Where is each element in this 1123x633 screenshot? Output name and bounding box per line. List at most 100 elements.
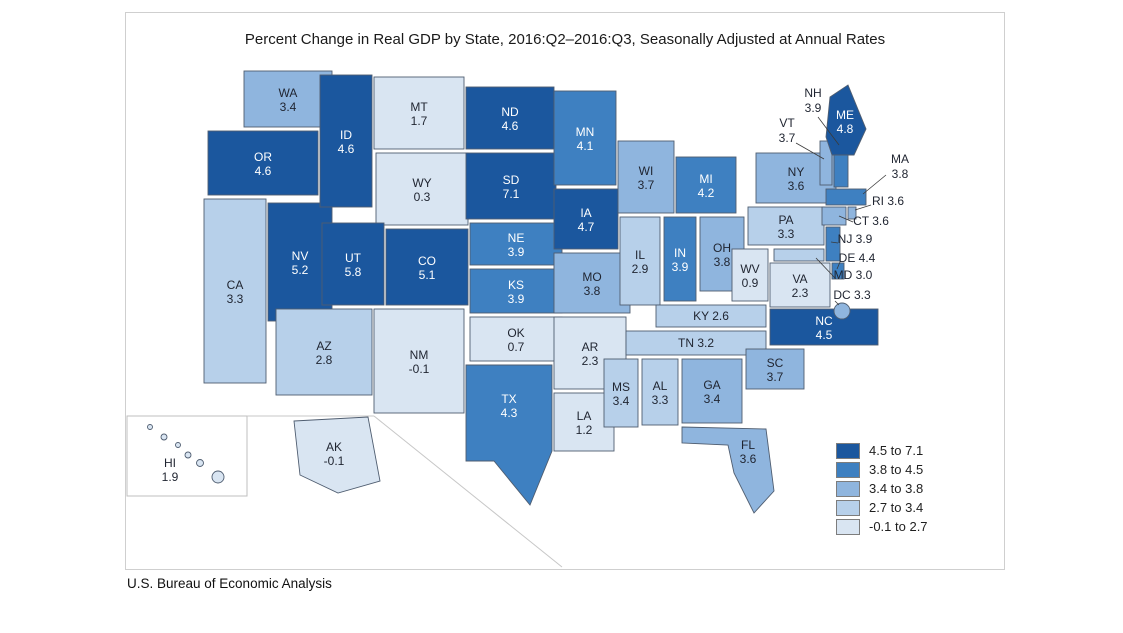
state-vt-callout-line xyxy=(795,142,825,160)
state-mn xyxy=(553,90,617,186)
state-me-label: 4.8 xyxy=(837,122,854,136)
chart-title: Percent Change in Real GDP by State, 201… xyxy=(244,31,886,48)
state-az-label: AZ xyxy=(316,339,331,353)
state-ma xyxy=(825,188,867,206)
state-nh-label: 3.9 xyxy=(805,101,822,115)
state-ne-label: NE xyxy=(508,231,525,245)
state-nc xyxy=(769,308,879,346)
state-nh-callout-line xyxy=(817,116,840,146)
state-fl xyxy=(681,426,775,514)
state-oh-label: OH xyxy=(713,241,731,255)
state-hi xyxy=(147,424,153,430)
state-ri-label: RI 3.6 xyxy=(872,194,904,208)
state-id-label: 4.6 xyxy=(338,142,355,156)
state-va-label: 2.3 xyxy=(792,286,809,300)
state-ia-label: IA xyxy=(580,206,591,220)
state-nc-label: 4.5 xyxy=(816,328,833,342)
state-ca xyxy=(203,198,267,384)
state-md xyxy=(773,248,825,262)
legend-label: 4.5 to 7.1 xyxy=(869,443,924,458)
state-or-label: OR xyxy=(254,150,272,164)
state-ia-label: 4.7 xyxy=(578,220,595,234)
state-sd-label: SD xyxy=(503,173,520,187)
state-tn-label: TN 3.2 xyxy=(678,336,714,350)
state-mt-label: MT xyxy=(410,100,428,114)
state-fl-label: FL xyxy=(741,438,755,452)
legend-swatch-medium-blue xyxy=(836,461,860,478)
state-co-label: CO xyxy=(418,254,436,268)
state-hi xyxy=(211,470,225,484)
state-ga-label: GA xyxy=(703,378,720,392)
state-wv xyxy=(731,248,769,302)
chart-panel: Percent Change in Real GDP by State, 201… xyxy=(125,12,1005,570)
state-ms xyxy=(603,358,639,428)
state-nj xyxy=(825,226,841,262)
state-in xyxy=(663,216,697,302)
state-wy-label: WY xyxy=(412,176,431,190)
state-ri xyxy=(847,206,857,220)
inset-divider-diagonal xyxy=(373,415,563,568)
state-hi xyxy=(160,433,168,441)
state-pa-label: PA xyxy=(778,213,793,227)
state-ms-label: 3.4 xyxy=(613,394,630,408)
state-in-label: 3.9 xyxy=(672,260,689,274)
state-nm xyxy=(373,308,465,414)
state-ma-label: 3.8 xyxy=(892,167,909,181)
state-nd-label: 4.6 xyxy=(502,119,519,133)
state-mi-label: 4.2 xyxy=(698,186,715,200)
state-wa-label: 3.4 xyxy=(280,100,297,114)
state-fl-label: 3.6 xyxy=(740,452,757,466)
state-md-callout-line xyxy=(815,257,836,279)
state-nm-label: -0.1 xyxy=(409,362,430,376)
state-md-label: MD 3.0 xyxy=(834,268,873,282)
state-tx-label: TX xyxy=(501,392,516,406)
state-de-label: DE 4.4 xyxy=(839,251,876,265)
state-labels-layer: WA3.4OR4.6CA3.3NV5.2ID4.6MT1.7WY0.3UT5.8… xyxy=(162,86,909,484)
state-nj-label: NJ 3.9 xyxy=(838,232,873,246)
state-ks-label: KS xyxy=(508,278,524,292)
state-ky-label: KY 2.6 xyxy=(693,309,729,323)
legend-item: 3.4 to 3.8 xyxy=(836,479,928,498)
state-va-label: VA xyxy=(792,272,807,286)
state-il xyxy=(619,216,661,306)
state-in-label: IN xyxy=(674,246,686,260)
state-wy-label: 0.3 xyxy=(414,190,431,204)
state-wy xyxy=(375,152,469,226)
state-la-label: LA xyxy=(577,409,592,423)
state-dc xyxy=(833,302,851,320)
state-ga xyxy=(681,358,743,424)
state-mt-label: 1.7 xyxy=(411,114,428,128)
state-mo-label: MO xyxy=(582,270,601,284)
state-mt xyxy=(373,76,465,150)
state-nv-label: NV xyxy=(292,249,309,263)
state-co-label: 5.1 xyxy=(419,268,436,282)
legend-swatch-light-blue xyxy=(836,480,860,497)
state-ok xyxy=(469,316,563,362)
state-sc xyxy=(745,348,805,390)
legend-swatch-palest-blue xyxy=(836,518,860,535)
source-attribution: U.S. Bureau of Economic Analysis xyxy=(127,576,332,591)
state-ne-label: 3.9 xyxy=(508,245,525,259)
state-ny-label: NY xyxy=(788,165,805,179)
state-ut xyxy=(321,222,385,306)
state-ok-label: OK xyxy=(507,326,524,340)
state-sc-label: 3.7 xyxy=(767,370,784,384)
state-ct-callout-line xyxy=(838,215,854,223)
state-mi-label: MI xyxy=(699,172,712,186)
state-wv-label: WV xyxy=(740,262,759,276)
legend-label: 3.8 to 4.5 xyxy=(869,462,924,477)
state-tx xyxy=(465,364,553,506)
state-la-label: 1.2 xyxy=(576,423,593,437)
state-nj-callout-line xyxy=(830,241,839,244)
state-ca-label: CA xyxy=(227,278,244,292)
state-id-label: ID xyxy=(340,128,352,142)
state-al xyxy=(641,358,679,426)
states-layer xyxy=(147,70,879,514)
state-ks-label: 3.9 xyxy=(508,292,525,306)
state-ak-label: AK xyxy=(326,440,342,454)
state-sd xyxy=(465,152,557,220)
state-ga-label: 3.4 xyxy=(704,392,721,406)
state-ca-label: 3.3 xyxy=(227,292,244,306)
state-mn-label: 4.1 xyxy=(577,139,594,153)
state-ri-callout-line xyxy=(854,204,872,211)
